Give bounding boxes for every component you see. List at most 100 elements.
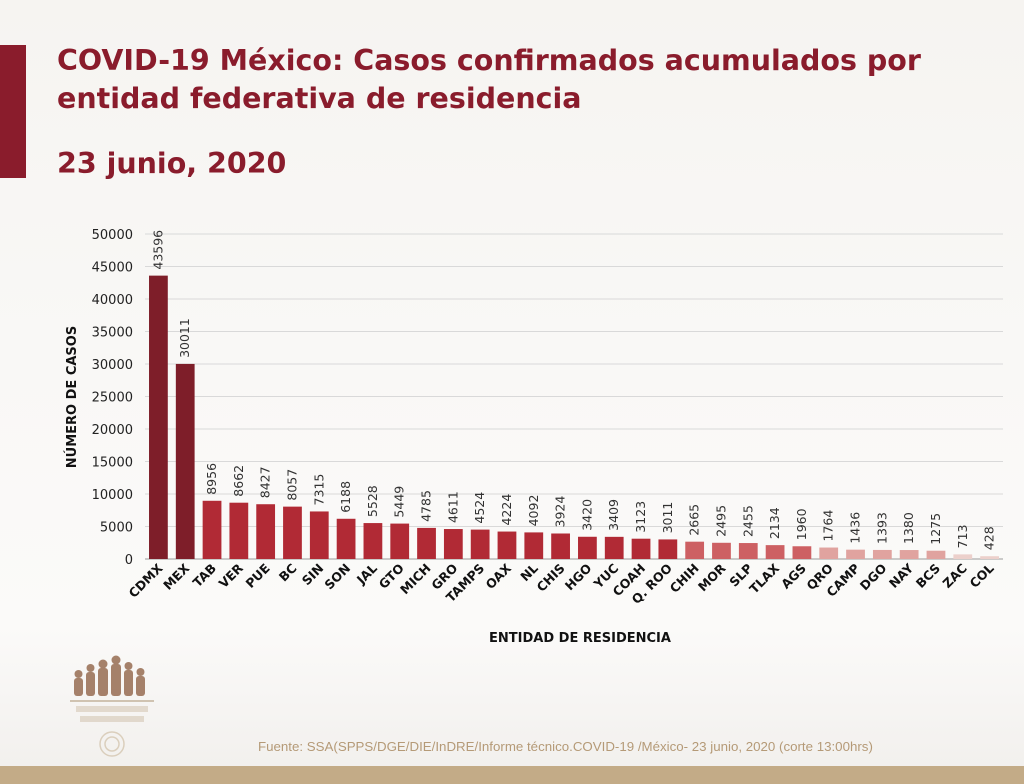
bar-q-roo [658, 539, 678, 559]
x-tick-label: JAL [353, 560, 380, 587]
bar-tlax [765, 545, 785, 559]
bar-camp [846, 549, 865, 559]
value-label: 1436 [848, 512, 863, 544]
y-tick-label: 30000 [92, 358, 133, 373]
value-label: 428 [982, 526, 997, 550]
y-axis-label: NÚMERO DE CASOS [64, 326, 80, 468]
value-label: 4092 [526, 495, 541, 527]
x-tick-label: ZAC [940, 561, 970, 591]
bar-cdmx [149, 275, 168, 559]
x-tick-label: TAB [190, 561, 220, 591]
bar-jal [363, 523, 383, 559]
bar-mich [417, 527, 436, 559]
bar-chart: 0 5000 10000 15000 20000 25000 30000 35000 40000… [64, 228, 1003, 646]
accent-side-bar [0, 45, 26, 178]
value-labels: 43596 30011 8956 8662 8427 8057 7315 6188 5528 54… [150, 230, 996, 550]
bar-mex [175, 363, 195, 559]
value-label: 5528 [365, 485, 380, 517]
bar-hgo [578, 536, 597, 559]
bar-qro [819, 547, 839, 559]
value-label: 8427 [258, 466, 273, 498]
x-tick-label: CHIH [667, 561, 702, 596]
value-label: 2665 [687, 504, 702, 536]
bar-chih [685, 541, 705, 559]
x-tick-label: PUE [242, 561, 272, 591]
y-tick-label: 20000 [92, 423, 133, 438]
bar-ags [792, 546, 812, 559]
value-label: 2495 [713, 505, 728, 537]
bar-mor [712, 542, 731, 559]
bar-zac [953, 554, 973, 559]
value-label: 8956 [204, 463, 219, 495]
value-label: 4611 [445, 491, 460, 523]
bar-tab [202, 500, 222, 559]
y-tick-label: 10000 [92, 488, 133, 503]
y-tick-label: 40000 [92, 293, 133, 308]
bar-nl [524, 532, 544, 559]
bar-ver [229, 502, 249, 559]
x-tick-label: SON [321, 561, 353, 593]
x-tick-label: AGS [778, 561, 809, 592]
bar-dgo [872, 549, 892, 559]
bars [149, 275, 999, 559]
y-tick-label: 45000 [92, 261, 133, 276]
value-label: 1380 [901, 512, 916, 544]
value-label: 3409 [606, 499, 621, 531]
y-tick-label: 25000 [92, 391, 133, 406]
value-label: 3420 [579, 499, 594, 531]
value-label: 8057 [284, 469, 299, 501]
value-label: 4785 [419, 490, 434, 522]
y-axis-ticks: 0 5000 10000 15000 20000 25000 30000 35000 40000… [92, 228, 133, 568]
government-logo [70, 655, 154, 757]
y-tick-label: 0 [125, 553, 133, 568]
value-label: 3123 [633, 501, 648, 533]
source-note: Fuente: SSA(SPPS/DGE/DIE/InDRE/Informe t… [258, 739, 873, 754]
x-tick-label: NAY [886, 560, 917, 591]
value-label: 1764 [821, 510, 836, 542]
x-tick-label: TLAX [746, 560, 782, 596]
value-label: 1393 [874, 512, 889, 544]
bar-gro [443, 529, 463, 559]
bar-son [336, 518, 356, 559]
bar-yuc [604, 536, 624, 559]
bar-col [980, 556, 999, 559]
value-label: 4524 [472, 492, 487, 524]
value-label: 43596 [150, 230, 165, 270]
bar-tamps [470, 529, 490, 559]
x-tick-label: MICH [397, 561, 434, 598]
x-tick-label: MEX [160, 560, 193, 593]
x-tick-label: DGO [857, 561, 890, 594]
value-label: 5449 [392, 486, 407, 518]
bar-sin [309, 511, 329, 559]
y-tick-label: 50000 [92, 228, 133, 243]
value-label: 8662 [231, 465, 246, 497]
y-tick-label: 5000 [100, 521, 133, 536]
x-tick-label: VER [216, 560, 247, 591]
value-label: 3924 [553, 496, 568, 528]
bar-bc [283, 506, 302, 559]
bar-chis [551, 533, 570, 559]
bar-pue [256, 504, 276, 559]
x-tick-label: BC [276, 561, 300, 585]
bar-bcs [926, 550, 946, 559]
value-label: 2455 [740, 505, 755, 537]
x-tick-label: MOR [695, 560, 729, 594]
bar-slp [738, 543, 758, 559]
value-label: 7315 [311, 474, 326, 506]
bar-oax [497, 531, 517, 559]
bar-coah [631, 538, 651, 559]
x-tick-label: COL [966, 560, 996, 590]
x-tick-label: CHIS [534, 561, 568, 595]
y-tick-label: 35000 [92, 326, 133, 341]
x-tick-label: OAX [483, 560, 515, 592]
slide-title: COVID-19 México: Casos confirmados acumu… [57, 44, 921, 115]
x-tick-label: HGO [562, 561, 595, 594]
footer-bar [0, 766, 1024, 784]
value-label: 30011 [177, 318, 192, 358]
slide-date: 23 junio, 2020 [57, 147, 287, 180]
x-tick-label: BCS [913, 561, 943, 591]
y-tick-label: 15000 [92, 456, 133, 471]
value-label: 1960 [794, 508, 809, 540]
value-label: 3011 [660, 502, 675, 534]
